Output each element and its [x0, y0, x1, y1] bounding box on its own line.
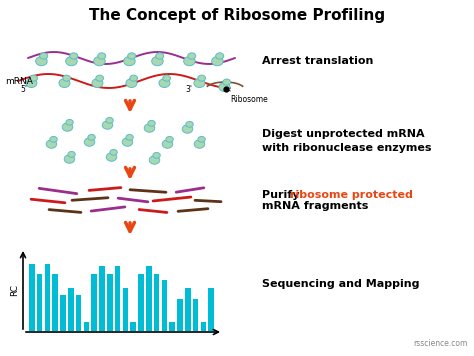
Bar [115, 266, 120, 331]
Ellipse shape [183, 57, 195, 66]
Ellipse shape [124, 57, 135, 66]
Bar [37, 274, 43, 331]
Ellipse shape [198, 75, 206, 81]
Ellipse shape [36, 57, 47, 66]
Ellipse shape [149, 156, 160, 164]
Ellipse shape [148, 120, 155, 126]
Bar [193, 299, 198, 331]
Bar [185, 288, 191, 331]
Ellipse shape [144, 124, 155, 132]
Text: Arrest translation: Arrest translation [262, 56, 374, 66]
Ellipse shape [68, 151, 75, 157]
Text: mRNA: mRNA [5, 77, 33, 85]
Bar [45, 264, 50, 331]
Ellipse shape [92, 79, 103, 88]
Text: Ribosome: Ribosome [228, 90, 268, 104]
Ellipse shape [88, 135, 95, 140]
Ellipse shape [155, 53, 164, 59]
Ellipse shape [70, 53, 78, 59]
Ellipse shape [98, 53, 106, 59]
Ellipse shape [66, 57, 77, 66]
Ellipse shape [130, 75, 137, 81]
Ellipse shape [152, 57, 163, 66]
Ellipse shape [194, 79, 205, 88]
Ellipse shape [59, 79, 70, 88]
Bar [146, 266, 152, 331]
Ellipse shape [46, 140, 57, 148]
Ellipse shape [66, 119, 73, 125]
Bar [208, 288, 214, 331]
Bar [99, 266, 105, 331]
Bar [169, 321, 175, 331]
Bar [29, 264, 35, 331]
Ellipse shape [94, 57, 105, 66]
Ellipse shape [186, 121, 193, 127]
Ellipse shape [50, 136, 57, 142]
Bar [76, 295, 82, 331]
Ellipse shape [194, 140, 205, 148]
Text: rsscience.com: rsscience.com [414, 339, 468, 348]
Bar [154, 274, 159, 331]
Bar [83, 321, 89, 331]
Bar [138, 274, 144, 331]
Bar [162, 280, 167, 331]
Bar [201, 321, 206, 331]
Ellipse shape [188, 53, 196, 59]
Bar [68, 288, 73, 331]
Bar [130, 321, 136, 331]
Ellipse shape [162, 140, 173, 148]
Ellipse shape [64, 155, 75, 163]
Ellipse shape [219, 83, 230, 91]
Ellipse shape [96, 75, 103, 81]
Text: Digest unprotected mRNA
with ribonuclease enzymes: Digest unprotected mRNA with ribonucleas… [262, 129, 431, 153]
Ellipse shape [128, 53, 136, 59]
Ellipse shape [40, 53, 48, 59]
Text: 3': 3' [185, 85, 192, 94]
Ellipse shape [223, 79, 230, 85]
Text: Sequencing and Mapping: Sequencing and Mapping [262, 279, 419, 289]
Ellipse shape [84, 138, 95, 146]
Ellipse shape [126, 79, 137, 88]
Text: The Concept of Ribosome Profiling: The Concept of Ribosome Profiling [89, 8, 385, 23]
Ellipse shape [110, 150, 117, 155]
Ellipse shape [63, 75, 71, 81]
Bar [177, 299, 183, 331]
Bar [53, 274, 58, 331]
Text: mRNA fragments: mRNA fragments [262, 201, 368, 211]
Text: RC: RC [10, 283, 19, 295]
Text: Purify: Purify [262, 190, 303, 200]
Ellipse shape [153, 152, 160, 158]
Ellipse shape [212, 57, 223, 66]
Bar [60, 295, 66, 331]
Text: ribosome protected: ribosome protected [290, 190, 413, 200]
Ellipse shape [106, 117, 113, 123]
Ellipse shape [102, 121, 113, 129]
Ellipse shape [198, 136, 205, 142]
Ellipse shape [106, 153, 117, 161]
Bar [91, 274, 97, 331]
Ellipse shape [26, 79, 37, 88]
Ellipse shape [182, 125, 193, 133]
Ellipse shape [216, 53, 224, 59]
Bar [123, 288, 128, 331]
Text: 5': 5' [20, 85, 27, 94]
Bar [107, 274, 113, 331]
Ellipse shape [126, 135, 133, 140]
Ellipse shape [163, 75, 171, 81]
Ellipse shape [159, 79, 170, 88]
Ellipse shape [166, 136, 173, 142]
Ellipse shape [30, 75, 37, 81]
Ellipse shape [62, 123, 73, 131]
Ellipse shape [122, 138, 133, 146]
